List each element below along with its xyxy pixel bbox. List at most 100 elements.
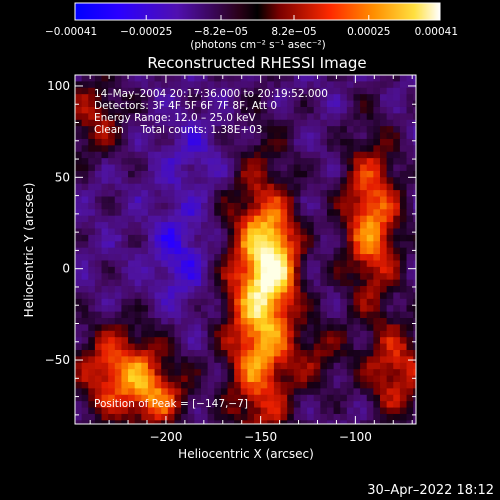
heatmap-pixel	[313, 349, 321, 357]
heatmap-pixel	[280, 305, 288, 313]
heatmap-pixel	[307, 369, 315, 377]
heatmap-pixel	[108, 369, 116, 377]
heatmap-pixel	[121, 183, 129, 191]
heatmap-pixel	[293, 177, 302, 185]
heatmap-pixel	[94, 349, 103, 357]
heatmap-pixel	[413, 222, 416, 230]
heatmap-pixel	[220, 151, 229, 159]
heatmap-pixel	[75, 241, 83, 249]
heatmap-pixel	[141, 273, 149, 281]
heatmap-pixel	[227, 298, 235, 306]
heatmap-pixel	[346, 209, 355, 217]
heatmap-pixel	[293, 305, 302, 313]
heatmap-pixel	[200, 311, 209, 319]
heatmap-pixel	[307, 362, 315, 370]
heatmap-pixel	[393, 113, 401, 121]
heatmap-pixel	[147, 369, 156, 377]
colorbar-tick-label: 0.00041	[415, 26, 458, 38]
heatmap-pixel	[234, 183, 242, 191]
heatmap-pixel	[207, 222, 215, 230]
heatmap-pixel	[346, 305, 355, 313]
heatmap-pixel	[273, 170, 282, 178]
heatmap-pixel	[187, 324, 195, 332]
heatmap-pixel	[81, 234, 89, 242]
heatmap-pixel	[134, 266, 142, 274]
heatmap-pixel	[333, 190, 341, 198]
heatmap-pixel	[147, 113, 156, 121]
heatmap-pixel	[340, 75, 348, 82]
heatmap-pixel	[214, 305, 222, 313]
heatmap-pixel	[380, 343, 388, 351]
heatmap-pixel	[320, 132, 328, 140]
heatmap-pixel	[161, 138, 169, 146]
heatmap-pixel	[280, 324, 288, 332]
heatmap-pixel	[128, 106, 136, 114]
heatmap-pixel	[320, 87, 328, 95]
heatmap-pixel	[207, 138, 215, 146]
heatmap-pixel	[333, 260, 341, 268]
heatmap-pixel	[280, 94, 288, 102]
heatmap-pixel	[260, 279, 268, 287]
heatmap-pixel	[287, 164, 295, 172]
heatmap-pixel	[293, 394, 302, 402]
heatmap-pixel	[187, 286, 195, 294]
heatmap-pixel	[254, 298, 262, 306]
heatmap-pixel	[307, 170, 315, 178]
heatmap-pixel	[287, 190, 295, 198]
heatmap-pixel	[406, 279, 414, 287]
heatmap-pixel	[187, 164, 195, 172]
heatmap-pixel	[247, 349, 255, 357]
heatmap-pixel	[114, 234, 123, 242]
heatmap-pixel	[207, 126, 215, 134]
heatmap-pixel	[386, 286, 394, 294]
heatmap-pixel	[340, 318, 348, 326]
heatmap-pixel	[273, 119, 282, 127]
heatmap-pixel	[161, 324, 169, 332]
heatmap-pixel	[214, 324, 222, 332]
heatmap-pixel	[121, 241, 129, 249]
heatmap-pixel	[300, 388, 308, 396]
heatmap-pixel	[393, 196, 401, 204]
heatmap-pixel	[200, 330, 209, 338]
heatmap-pixel	[413, 94, 416, 102]
heatmap-pixel	[420, 209, 427, 216]
heatmap-pixel	[393, 158, 401, 166]
heatmap-pixel	[413, 401, 416, 409]
heatmap-pixel	[393, 100, 401, 108]
heatmap-pixel	[260, 337, 268, 345]
heatmap-pixel	[399, 394, 408, 402]
heatmap-pixel	[167, 113, 176, 121]
heatmap-pixel	[134, 215, 142, 223]
heatmap-pixel	[187, 151, 195, 159]
heatmap-pixel	[287, 170, 295, 178]
heatmap-pixel	[174, 330, 182, 338]
heatmap-pixel	[174, 202, 182, 210]
heatmap-pixel	[346, 183, 355, 191]
heatmap-pixel	[82, 427, 89, 434]
heatmap-pixel	[101, 126, 109, 134]
heatmap-pixel	[353, 349, 361, 357]
heatmap-pixel	[187, 94, 195, 102]
heatmap-pixel	[393, 75, 401, 82]
heatmap-pixel	[287, 113, 295, 121]
heatmap-pixel	[373, 151, 381, 159]
heatmap-pixel	[273, 337, 282, 345]
heatmap-pixel	[413, 330, 416, 338]
heatmap-pixel	[161, 337, 169, 345]
heatmap-pixel	[214, 394, 222, 402]
heatmap-pixel	[353, 279, 361, 287]
heatmap-pixel	[240, 260, 248, 268]
heatmap-pixel	[240, 388, 248, 396]
heatmap-pixel	[393, 145, 401, 153]
heatmap-pixel	[234, 394, 242, 402]
heatmap-pixel	[293, 106, 302, 114]
heatmap-pixel	[420, 331, 427, 338]
heatmap-pixel	[373, 324, 381, 332]
heatmap-pixel	[333, 356, 341, 364]
heatmap-pixel	[88, 164, 96, 172]
heatmap-pixel	[147, 81, 156, 89]
heatmap-pixel	[346, 222, 355, 230]
heatmap-pixel	[406, 106, 414, 114]
heatmap-pixel	[141, 401, 149, 409]
heatmap-pixel	[287, 241, 295, 249]
